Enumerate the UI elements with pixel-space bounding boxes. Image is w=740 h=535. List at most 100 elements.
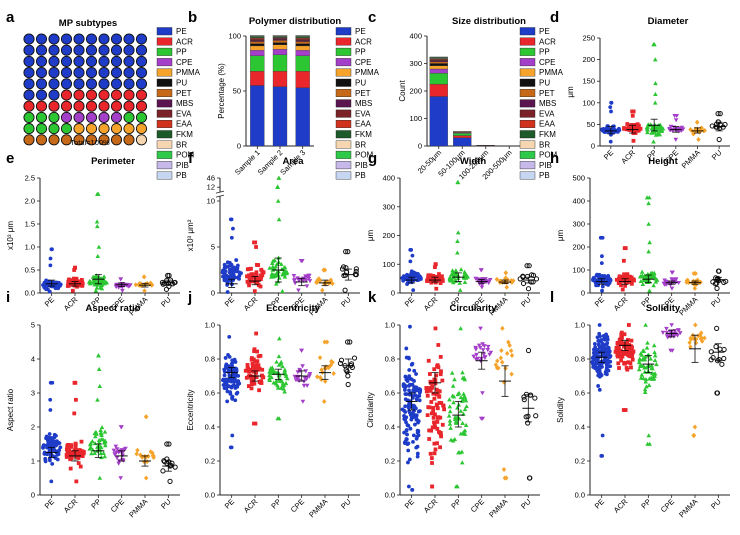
data-point [643,322,648,327]
y-tick-label: 400 [382,174,395,183]
data-point [669,323,674,328]
data-point [403,397,408,402]
data-point [592,364,597,368]
data-point [80,454,85,459]
data-point [403,417,408,422]
data-point [45,452,49,457]
data-point [119,448,124,453]
data-point [644,195,650,200]
legend-label-CPE: CPE [355,58,371,67]
legend-label-BR: BR [355,140,366,149]
data-point [134,451,139,457]
data-point [282,369,287,374]
data-point [692,285,698,291]
data-point [458,395,464,400]
data-point [317,355,323,361]
data-point [111,448,117,453]
data-point [526,263,532,269]
waffle-cell [98,67,110,79]
waffle-cell [135,78,148,90]
legend-swatch-EAA [519,119,536,128]
bar-segment-PE [453,137,472,147]
x-tick-label: PP [269,497,282,510]
y-tick-label: 1 [31,457,35,466]
data-point [638,126,643,131]
legend-label-PB: PB [539,171,550,180]
data-point [650,366,655,371]
data-point [642,387,648,392]
data-point [282,274,288,279]
data-point [599,261,604,265]
y-tick-label: 100 [409,114,422,123]
data-point [623,283,628,288]
data-point [79,439,84,444]
data-point [254,245,258,249]
x-tick-label: PE [43,295,56,308]
y-tick-label: 1.5 [25,220,35,229]
legend-swatch-PIB [335,161,352,170]
data-point [623,275,628,280]
data-point [480,348,486,353]
data-point [92,450,97,455]
data-point [256,363,261,368]
waffle-cell [98,44,110,56]
x-tick-label: PU [339,497,353,511]
data-point [410,361,415,366]
data-point [44,436,48,441]
data-point [429,456,434,460]
data-point [254,375,259,380]
data-point [306,274,311,279]
data-point [278,385,284,390]
data-point [300,364,305,369]
data-point [324,365,329,371]
data-point [245,267,250,272]
bar-segment-PE [295,87,310,147]
y-tick-label: 0.8 [385,355,395,364]
data-point [692,424,698,430]
y-tick-label: 0.0 [575,491,585,500]
data-point [629,338,634,343]
waffle-cell [23,89,35,101]
data-point [225,290,230,294]
data-point [94,224,100,229]
waffle-cell [73,134,85,146]
data-point [645,364,651,369]
data-point [44,285,48,290]
data-point [702,335,707,341]
data-point [713,344,719,350]
data-point [405,272,409,277]
data-point [405,282,409,287]
data-point [652,100,658,105]
x-tick-label: PU [709,497,723,511]
y-tick-label: 4 [31,355,35,364]
y-tick-label: 300 [409,59,422,68]
legend-label-MBS: MBS [539,99,556,108]
data-point [50,462,55,466]
data-point [426,273,431,278]
data-point [622,126,627,131]
legend-swatch-PU [519,78,536,87]
waffle-cell [73,44,85,56]
data-point [433,447,438,452]
data-point [410,488,415,492]
data-point [52,435,57,440]
data-point [667,334,673,339]
data-point [432,420,436,425]
data-point [411,440,415,444]
data-point [408,247,413,252]
data-point [437,272,441,276]
data-point [236,275,241,280]
legend-swatch-ACR [519,37,536,46]
bar-segment-EVA [250,39,265,41]
data-point [660,330,666,335]
data-point [503,270,509,276]
data-point [605,276,610,280]
data-point [275,198,281,203]
bar-segment-EAA [295,38,310,40]
bar-segment-PU [250,43,265,47]
x-tick-label: PMMA [127,497,149,519]
data-point [102,443,108,448]
waffle-cell [110,33,123,45]
data-point [169,460,175,466]
